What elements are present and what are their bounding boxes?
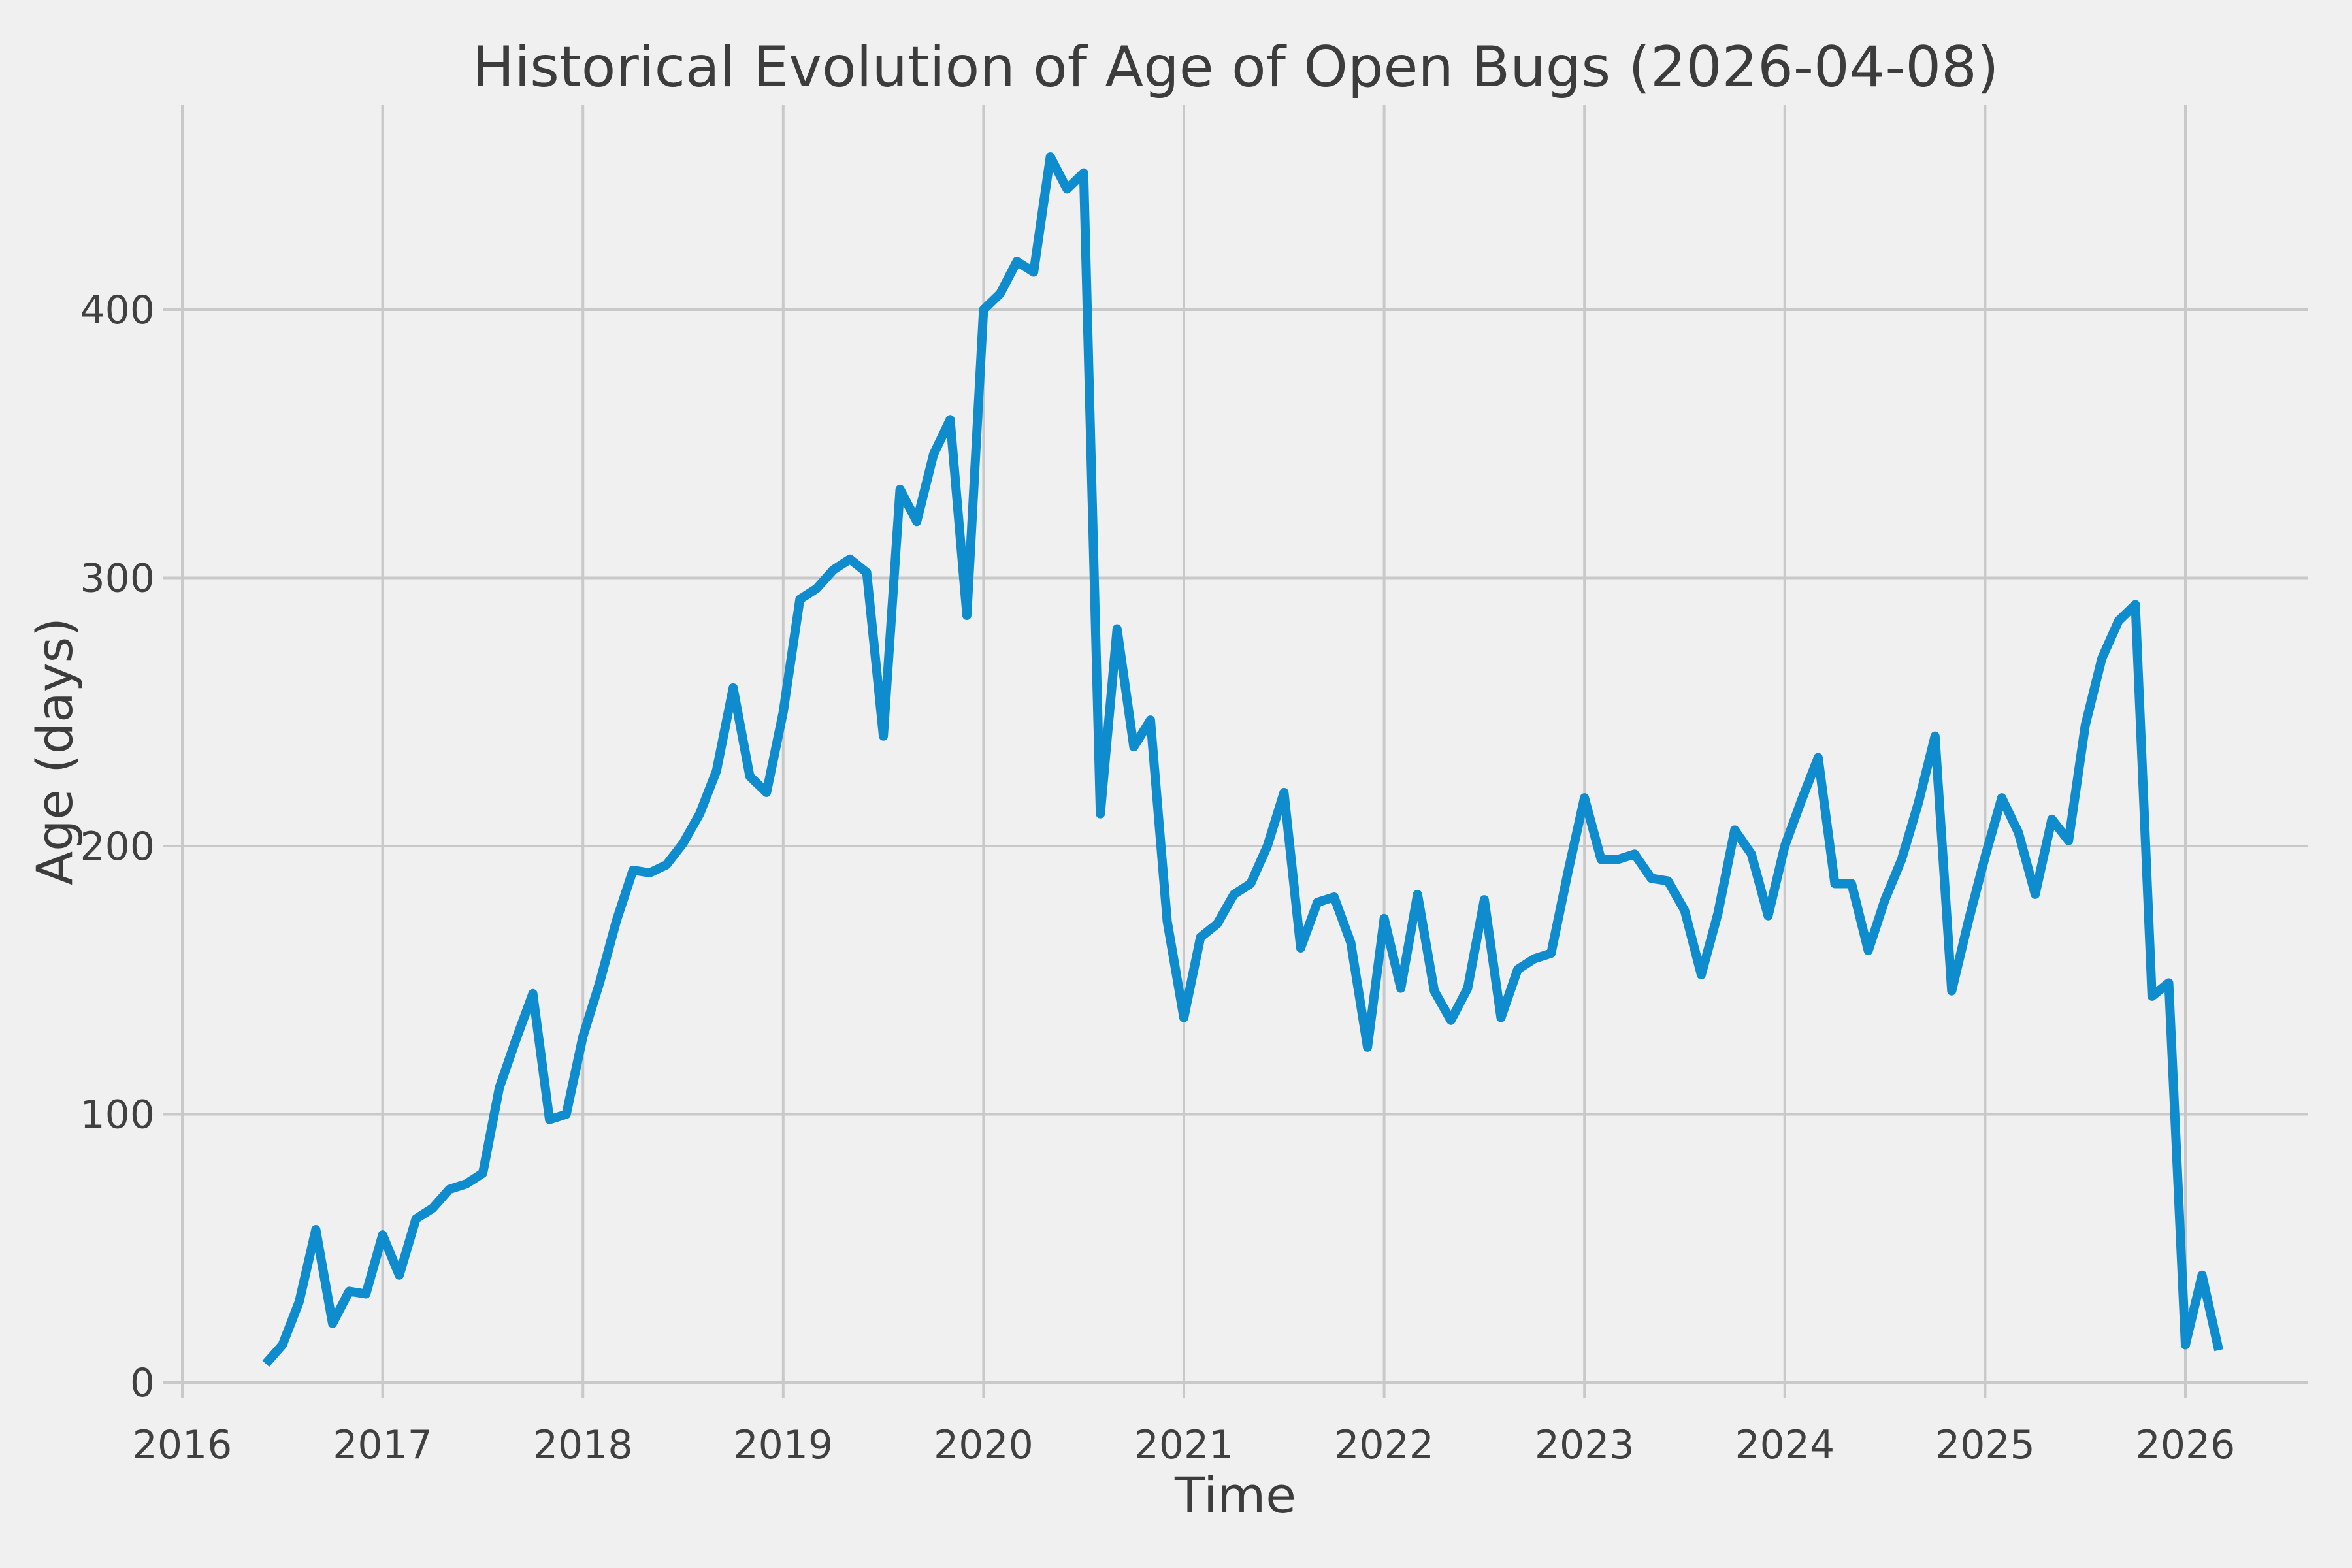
x-tick-label: 2024 — [1735, 1422, 1835, 1468]
x-tick-label: 2017 — [333, 1422, 433, 1468]
chart-title: Historical Evolution of Age of Open Bugs… — [472, 35, 1999, 100]
gridlines-group — [163, 105, 2308, 1398]
x-tick-label: 2019 — [733, 1422, 833, 1468]
x-tick-label: 2021 — [1134, 1422, 1234, 1468]
x-tick-label: 2016 — [133, 1422, 233, 1468]
x-tick-label: 2022 — [1334, 1422, 1434, 1468]
y-tick-label: 400 — [80, 287, 155, 333]
x-tick-label: 2023 — [1535, 1422, 1635, 1468]
y-tick-label: 100 — [80, 1092, 155, 1138]
y-tick-label: 200 — [80, 824, 155, 870]
y-axis-label: Age (days) — [25, 617, 84, 885]
y-tick-label: 0 — [130, 1360, 155, 1406]
x-tick-label: 2020 — [934, 1422, 1034, 1468]
data-line-series — [262, 152, 2223, 1367]
x-axis-label: Time — [1174, 1466, 1296, 1524]
x-tick-label: 2018 — [533, 1422, 633, 1468]
x-tick-label: 2026 — [2136, 1422, 2236, 1468]
tick-labels-group: 2016 2017 2018 2019 2020 2021 2022 2023 2024 2025… — [80, 287, 2235, 1468]
y-tick-label: 300 — [80, 556, 155, 602]
x-tick-label: 2025 — [1935, 1422, 2035, 1468]
